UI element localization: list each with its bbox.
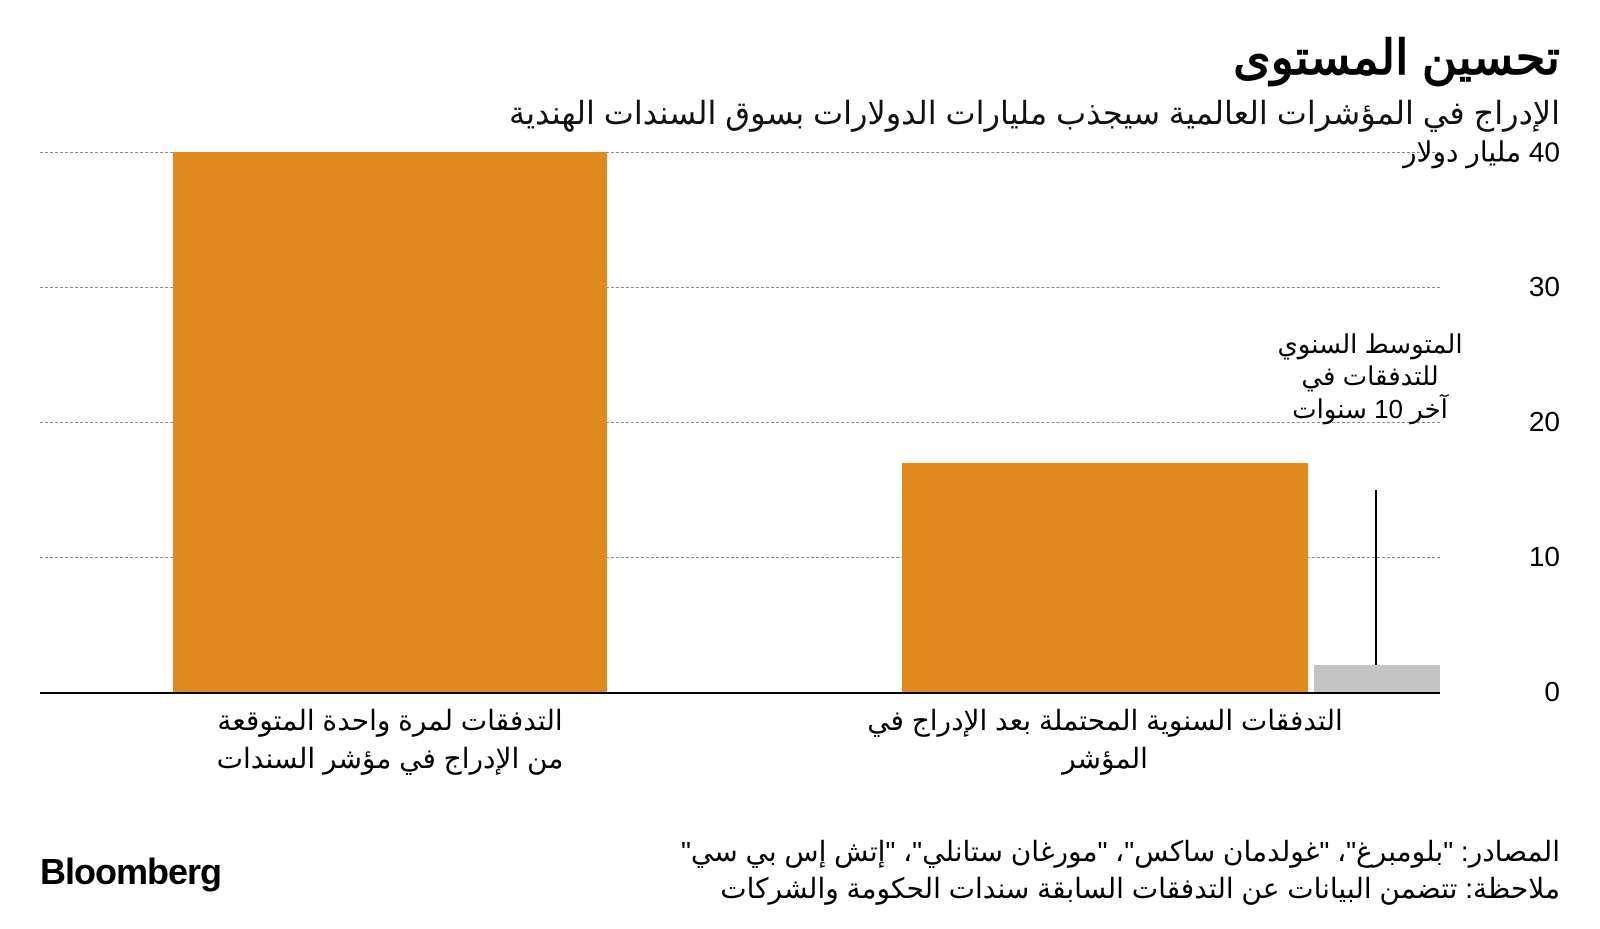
y-tick-label: 0 bbox=[1450, 676, 1560, 708]
chart-subtitle: الإدراج في المؤشرات العالمية سيجذب مليار… bbox=[40, 94, 1560, 132]
annotation-leader bbox=[1375, 490, 1377, 666]
plot-region: 010203040 مليار دولارالمتوسط السنويللتدف… bbox=[40, 152, 1440, 692]
bar-annual_potential bbox=[902, 463, 1308, 693]
x-axis-label: التدفقات السنوية المحتملة بعد الإدراج في… bbox=[845, 702, 1365, 778]
sources-text: المصادر: "بلومبرغ"، "غولدمان ساكس"، "مور… bbox=[40, 835, 1560, 868]
annotation-line: آخر 10 سنوات bbox=[1260, 393, 1480, 426]
y-tick-label: 40 مليار دولار bbox=[1340, 136, 1560, 169]
baseline bbox=[40, 692, 1440, 694]
y-tick-label: 30 bbox=[1450, 271, 1560, 303]
note-text: ملاحظة: تتضمن البيانات عن التدفقات الساب… bbox=[40, 872, 1560, 905]
footer: المصادر: "بلومبرغ"، "غولدمان ساكس"، "مور… bbox=[40, 835, 1560, 905]
bloomberg-logo: Bloomberg bbox=[40, 851, 221, 893]
bar-avg10y bbox=[1314, 665, 1440, 692]
bar-one_time bbox=[173, 152, 607, 692]
chart-container: تحسين المستوى الإدراج في المؤشرات العالم… bbox=[0, 0, 1600, 929]
annotation-text: المتوسط السنويللتدفقات فيآخر 10 سنوات bbox=[1260, 328, 1480, 426]
annotation-line: للتدفقات في bbox=[1260, 360, 1480, 393]
x-axis-label: التدفقات لمرة واحدة المتوقعةمن الإدراج ف… bbox=[130, 702, 650, 778]
x-label-line: من الإدراج في مؤشر السندات bbox=[130, 740, 650, 778]
annotation-line: المتوسط السنوي bbox=[1260, 328, 1480, 361]
y-tick-label: 10 bbox=[1450, 541, 1560, 573]
x-label-line: التدفقات لمرة واحدة المتوقعة bbox=[130, 702, 650, 740]
chart-area: 010203040 مليار دولارالمتوسط السنويللتدف… bbox=[40, 152, 1560, 692]
chart-title: تحسين المستوى bbox=[40, 30, 1560, 86]
